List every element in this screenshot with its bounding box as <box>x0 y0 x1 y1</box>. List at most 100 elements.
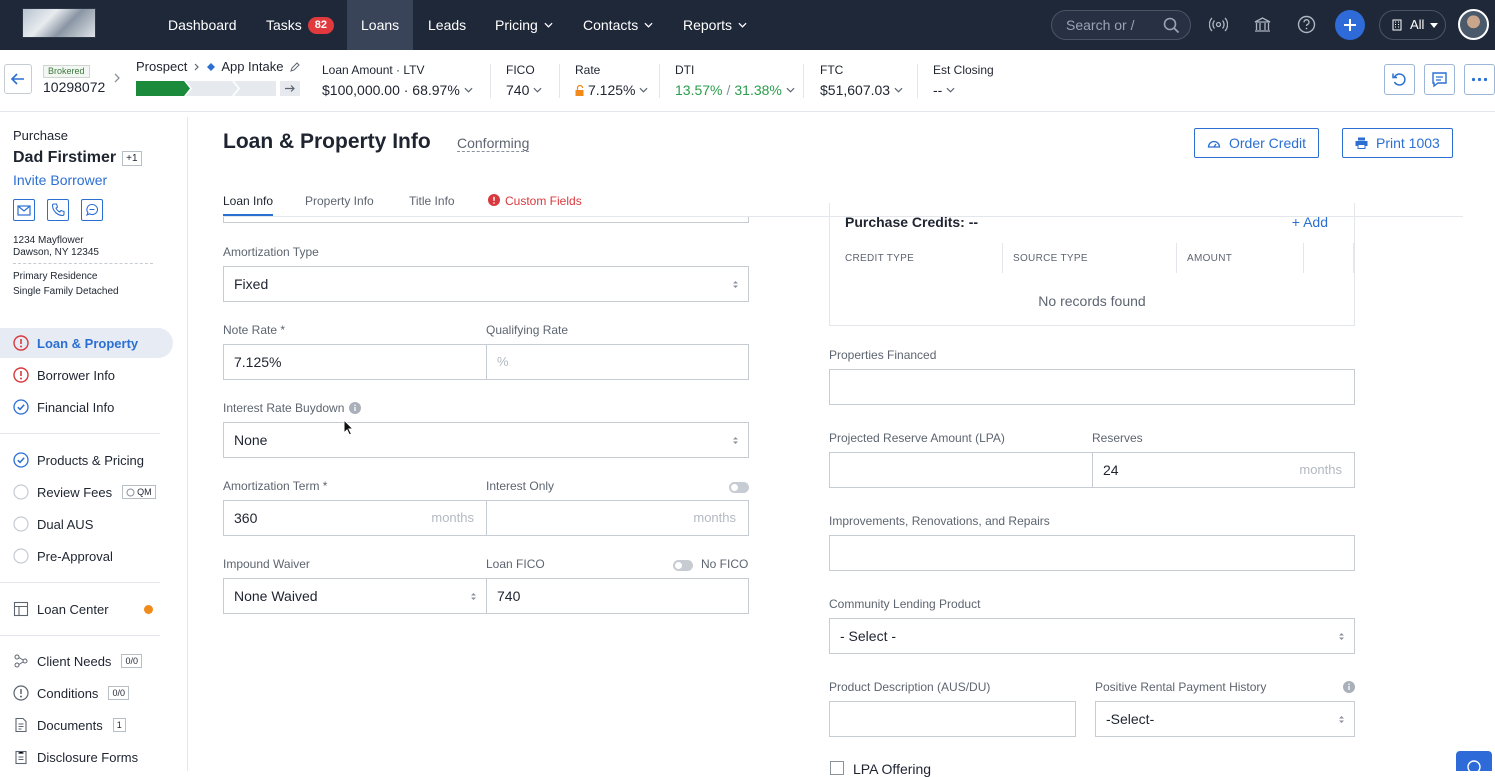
select-arrows-icon <box>733 281 738 288</box>
positive-rental-select[interactable]: -Select- <box>1095 701 1355 737</box>
nav-pricing[interactable]: Pricing <box>481 0 567 50</box>
sidebar-item-documents[interactable]: Documents 1 <box>0 710 173 740</box>
interest-only-toggle[interactable] <box>729 482 749 493</box>
loan-fico-input[interactable]: 740 <box>486 578 749 614</box>
email-button[interactable] <box>13 199 35 221</box>
tab-custom-fields[interactable]: Custom Fields <box>488 194 582 216</box>
buydown-select[interactable]: None <box>223 422 749 458</box>
scope-selector[interactable]: All <box>1379 10 1446 40</box>
loan-amount-ltv[interactable]: Loan Amount · LTV $100,000.00 · 68.97% <box>322 63 473 98</box>
amortization-term-label: Amortization Term * <box>223 479 328 493</box>
product-description-input[interactable] <box>829 701 1076 737</box>
amortization-term-value: 360 <box>234 510 258 526</box>
nav-loans[interactable]: Loans <box>347 0 414 50</box>
property-type: Single Family Detached <box>13 286 119 297</box>
amortization-type-select[interactable]: Fixed <box>223 266 749 302</box>
create-new-button[interactable] <box>1335 10 1365 40</box>
sidebar-item-financial-info[interactable]: Financial Info <box>0 392 173 422</box>
more-icon <box>1471 77 1488 82</box>
user-avatar[interactable] <box>1458 9 1489 40</box>
lpa-offering-checkbox[interactable] <box>830 761 844 775</box>
tab-property-info[interactable]: Property Info <box>305 194 374 208</box>
sms-button[interactable] <box>81 199 103 221</box>
sidebar-item-label: Conditions <box>37 685 99 701</box>
messages-button[interactable] <box>1424 64 1455 95</box>
invite-borrower-link[interactable]: Invite Borrower <box>13 172 108 188</box>
properties-financed-input[interactable] <box>829 369 1355 405</box>
add-credit-button[interactable]: + Add <box>1291 214 1328 230</box>
sidebar-item-conditions[interactable]: Conditions 0/0 <box>0 678 173 708</box>
tab-loan-info[interactable]: Loan Info <box>223 194 274 216</box>
company-logo[interactable] <box>22 8 96 38</box>
sidebar-item-loan-center[interactable]: Loan Center <box>0 594 173 624</box>
nav-dashboard[interactable]: Dashboard <box>154 0 251 50</box>
loan-stage[interactable]: Prospect App Intake <box>136 59 301 74</box>
tab-title-info[interactable]: Title Info <box>409 194 455 208</box>
no-fico-toggle[interactable] <box>673 560 693 571</box>
search-placeholder: Search or / <box>1066 17 1135 33</box>
loan-type-label[interactable]: Conforming <box>457 135 530 152</box>
rate-metric[interactable]: Rate 7.125% <box>575 63 648 98</box>
dti-metric[interactable]: DTI 13.57%/31.38% <box>675 63 795 98</box>
interest-only-input[interactable]: months <box>486 500 749 536</box>
stage-to: App Intake <box>221 59 284 74</box>
note-rate-input[interactable]: 7.125% <box>223 344 487 380</box>
more-options-button[interactable] <box>1464 64 1495 95</box>
call-button[interactable] <box>47 199 69 221</box>
sidebar-item-loan-property[interactable]: Loan & Property <box>0 328 173 358</box>
tab-custom-fields-label: Custom Fields <box>505 194 582 208</box>
reserves-label: Reserves <box>1092 431 1143 445</box>
qm-tag-text: QM <box>137 487 152 497</box>
nav-reports[interactable]: Reports <box>669 0 761 50</box>
back-button[interactable] <box>4 64 32 94</box>
chevron-down-icon <box>738 22 747 28</box>
metric-divider <box>917 64 918 98</box>
loan-summary-bar: Brokered 10298072 Prospect App Intake Lo… <box>0 50 1495 112</box>
sidebar-item-client-needs[interactable]: Client Needs 0/0 <box>0 646 173 676</box>
nav-tasks[interactable]: Tasks 82 <box>252 0 348 50</box>
nav-leads[interactable]: Leads <box>414 0 480 50</box>
improvements-input[interactable] <box>829 535 1355 571</box>
order-credit-label: Order Credit <box>1229 135 1307 151</box>
amortization-type-value: Fixed <box>234 276 269 292</box>
refresh-button[interactable] <box>1384 64 1415 95</box>
fico-metric[interactable]: FICO 740 <box>506 63 542 98</box>
sidebar-item-dual-aus[interactable]: Dual AUS <box>0 509 173 539</box>
sidebar-item-products-pricing[interactable]: Products & Pricing <box>0 445 173 475</box>
borrower-name[interactable]: Dad Firstimer +1 <box>13 149 142 167</box>
sidebar-item-label: Loan & Property <box>37 335 139 351</box>
chevron-down-icon <box>544 22 553 28</box>
sidebar-item-pre-approval[interactable]: Pre-Approval <box>0 541 173 571</box>
sidebar-item-review-fees[interactable]: Review Fees QM <box>0 477 173 507</box>
help-icon[interactable] <box>1297 15 1316 34</box>
projected-reserve-label: Projected Reserve Amount (LPA) <box>829 431 1005 445</box>
info-icon[interactable] <box>349 402 362 414</box>
bank-icon[interactable] <box>1253 15 1272 34</box>
pencil-icon[interactable] <box>289 61 301 73</box>
sidebar-item-borrower-info[interactable]: Borrower Info <box>0 360 173 390</box>
impound-waiver-value: None Waived <box>234 588 318 604</box>
help-chat-button[interactable] <box>1456 751 1492 771</box>
extra-borrowers-badge[interactable]: +1 <box>122 150 142 166</box>
nav-contacts[interactable]: Contacts <box>569 0 667 50</box>
sidebar-item-disclosure-forms[interactable]: Disclosure Forms <box>0 742 173 772</box>
qualifying-rate-input[interactable]: % <box>486 344 749 380</box>
order-credit-button[interactable]: Order Credit <box>1194 128 1320 158</box>
address-line1: 1234 Mayflower <box>13 235 84 246</box>
ftc-metric[interactable]: FTC $51,607.03 <box>820 63 903 98</box>
est-closing-label: Est Closing <box>933 63 994 77</box>
global-search-input[interactable]: Search or / <box>1051 10 1191 40</box>
amortization-term-input[interactable]: 360 months <box>223 500 487 536</box>
chat-bubble-icon <box>1467 760 1481 771</box>
info-icon[interactable] <box>1343 681 1355 693</box>
print-1003-button[interactable]: Print 1003 <box>1342 128 1453 158</box>
est-closing-metric[interactable]: Est Closing -- <box>933 63 994 98</box>
impound-waiver-select[interactable]: None Waived <box>223 578 487 614</box>
check-circle-icon <box>13 399 29 415</box>
reserves-input[interactable]: 24 months <box>1092 452 1355 488</box>
broadcast-icon[interactable] <box>1209 15 1228 34</box>
stage-from: Prospect <box>136 59 188 74</box>
community-lending-select[interactable]: - Select - <box>829 618 1355 654</box>
rate-value: 7.125% <box>588 82 636 98</box>
projected-reserve-input[interactable] <box>829 452 1093 488</box>
